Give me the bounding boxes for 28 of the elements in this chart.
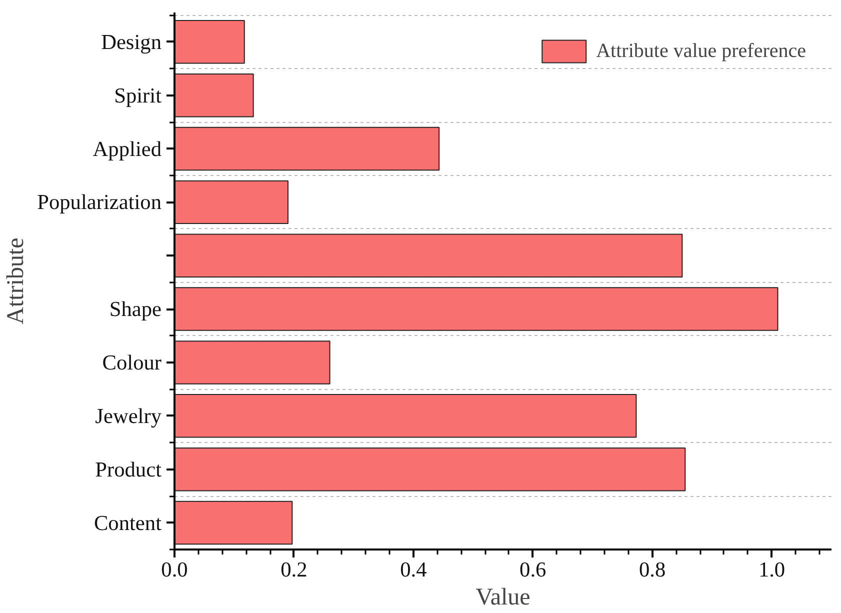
bar (174, 73, 254, 118)
x-tick-label: 0.4 (400, 558, 428, 582)
y-axis-title: Attribute (3, 238, 30, 324)
y-tick-label: Applied (92, 136, 162, 161)
bar (174, 20, 245, 64)
y-tick-label: Spirit (114, 83, 162, 108)
x-tick-label: 0.2 (280, 558, 308, 582)
y-tick-label: Colour (102, 350, 162, 374)
bar (174, 394, 637, 438)
bar (174, 234, 683, 278)
bar (174, 340, 330, 384)
y-tick-label: Shape (109, 297, 162, 322)
y-tick-label: Content (94, 510, 162, 535)
x-tick-label: 0.0 (161, 558, 188, 582)
y-tick-label: Product (95, 457, 162, 482)
bar (174, 447, 686, 492)
x-tick-label: 0.8 (638, 558, 666, 582)
y-tick-label: Design (101, 30, 162, 54)
y-tick-label: Popularization (37, 190, 162, 214)
x-axis-title: Value (476, 584, 530, 610)
bar (174, 126, 440, 171)
bar (174, 500, 293, 545)
bar (174, 287, 778, 331)
legend-label: Attribute value preference (596, 40, 806, 62)
x-tick-label: 0.6 (520, 558, 547, 582)
bar (174, 180, 288, 224)
x-tick-label: 1.0 (758, 558, 786, 582)
y-tick-label: Jewelry (95, 404, 162, 428)
